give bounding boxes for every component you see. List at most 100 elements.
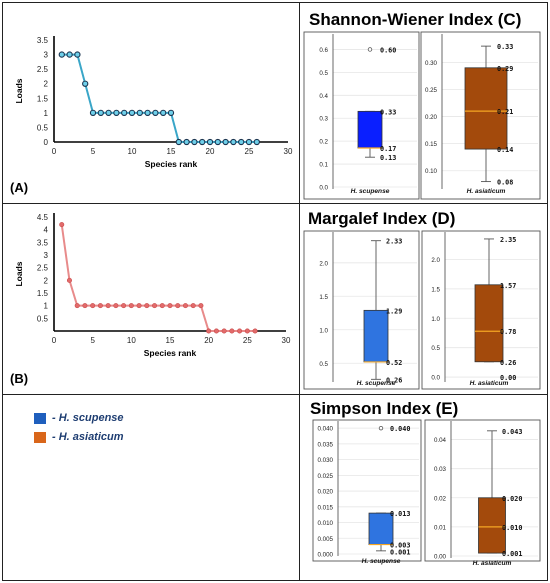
chart-C-hscupense-outlier xyxy=(367,47,373,52)
chart-A-x-tick-label: 30 xyxy=(284,147,293,156)
chart-B-point xyxy=(237,328,243,334)
chart-C-hscupense-value-label: 0.60 xyxy=(380,46,396,54)
chart-D-hasiaticum-box xyxy=(474,284,504,363)
chart-D-hscupense-y-tick-label: 1.0 xyxy=(319,327,328,334)
chart-B-x-tick-label: 10 xyxy=(127,336,136,345)
chart-D-hscupense-value-label: 0.52 xyxy=(386,359,402,367)
chart-B-y-axis-label: Loads xyxy=(14,261,24,286)
chart-E-hasiaticum-y-tick-label: 0.04 xyxy=(434,437,447,444)
chart-D-hscupense-y-tick-label: 2.0 xyxy=(319,260,328,267)
chart-B-point xyxy=(74,303,80,309)
legend-item-scupense: - H. scupense xyxy=(34,412,124,424)
chart-A-point xyxy=(206,138,214,146)
chart-E-hasiaticum-frame xyxy=(424,419,541,562)
chart-B-y-tick-label: 1 xyxy=(44,302,49,311)
chart-B-point xyxy=(128,303,134,309)
chart-C-hscupense-value-label: 0.17 xyxy=(380,145,396,153)
chart-C-hasiaticum-y-tick-label: 0.20 xyxy=(425,114,438,121)
chart-B-point xyxy=(229,328,235,334)
chart-A-point xyxy=(105,109,112,117)
chart-B-x-tick-label: 5 xyxy=(90,336,95,345)
chart-D-hscupense-frame xyxy=(303,230,420,390)
chart-D-hscupense-value-label: 2.33 xyxy=(386,238,402,246)
chart-B-point xyxy=(152,303,158,309)
chart-B-x-tick-label: 20 xyxy=(204,336,213,345)
chart-B-y-tick-label: 2.5 xyxy=(37,264,49,273)
chart-C-hscupense-y-tick-label: 0.1 xyxy=(319,162,328,169)
chart-B-y-tick-label: 4 xyxy=(44,226,49,235)
chart-E-hscupense-y-tick-label: 0.010 xyxy=(318,520,334,527)
chart-C-hscupense-frame xyxy=(303,31,420,200)
chart-C-hasiaticum-box xyxy=(464,67,508,150)
chart-D-hasiaticum-frame xyxy=(421,230,541,390)
frame-top xyxy=(2,2,548,3)
chart-B-point xyxy=(244,328,250,334)
chart-C-hasiaticum-y-tick-label: 0.10 xyxy=(425,168,438,175)
chart-D-hasiaticum-y-tick-label: 1.0 xyxy=(431,316,440,323)
chart-A-point xyxy=(222,138,229,146)
chart-E-hasiaticum-value-label: 0.001 xyxy=(502,550,522,558)
chart-A-point xyxy=(238,138,245,146)
chart-A-point xyxy=(82,80,89,87)
chart-B-point xyxy=(206,328,212,334)
chart-B-point xyxy=(144,303,150,309)
chart-E-hasiaticum-value-label: 0.020 xyxy=(502,495,522,503)
chart-A-x-tick-label: 20 xyxy=(206,147,215,156)
chart-D-hasiaticum-y-tick-label: 0.5 xyxy=(431,345,440,352)
chart-A-series-line xyxy=(61,53,257,143)
chart-B-x-tick-label: 30 xyxy=(282,336,291,345)
chart-C-hasiaticum-name-label: H. asiaticum xyxy=(467,188,506,195)
chart-B-y-tick-label: 3 xyxy=(44,251,49,260)
chart-E-hscupense-frame xyxy=(312,419,422,562)
chart-E-hscupense-y-tick-label: 0.000 xyxy=(318,552,334,559)
chart-A-point xyxy=(183,138,190,146)
chart-D-hasiaticum-value-label: 0.78 xyxy=(500,328,516,336)
chart-E-hasiaticum-value-label: 0.010 xyxy=(502,524,522,532)
chart-E-hscupense-y-tick-label: 0.030 xyxy=(318,457,334,464)
chart-B-y-tick-label: 1.5 xyxy=(37,289,49,298)
chart-E-hscupense-y-tick-label: 0.015 xyxy=(318,504,334,511)
chart-E-hscupense-y-tick-label: 0.040 xyxy=(318,426,334,433)
chart-B-point xyxy=(190,303,196,309)
chart-A-point xyxy=(230,138,237,146)
chart-E-hscupense-y-tick-label: 0.005 xyxy=(318,536,334,543)
chart-C-hscupense-y-tick-label: 0.5 xyxy=(319,70,328,77)
chart-B-y-tick-label: 4.5 xyxy=(37,213,49,222)
chart-B-point xyxy=(66,277,72,283)
chart-C-hscupense-box xyxy=(357,110,383,149)
chart-C-hasiaticum-value-label: 0.29 xyxy=(497,65,513,73)
chart-A-point xyxy=(167,109,175,117)
frame-divider-row2 xyxy=(2,394,548,395)
chart-A-y-tick-label: 1 xyxy=(44,109,49,118)
chart-B-point xyxy=(59,222,65,228)
chart-A-point xyxy=(113,109,120,117)
chart-E-hscupense-y-tick-label: 0.025 xyxy=(318,473,334,480)
chart-A-point xyxy=(74,51,81,58)
chart-A-y-axis-label: Loads xyxy=(14,78,24,103)
chart-A-point xyxy=(245,138,253,146)
chart-C-hasiaticum-value-label: 0.33 xyxy=(497,43,513,51)
chart-E-hscupense-name-label: H. scupense xyxy=(362,558,401,565)
frame-divider-vertical xyxy=(299,2,300,581)
chart-E-hscupense-value-label: 0.013 xyxy=(390,510,410,518)
chart-D-hscupense-value-label: 0.26 xyxy=(386,376,402,384)
chart-D-hasiaticum-value-label: 1.57 xyxy=(500,282,516,290)
chart-C-hscupense-value-label: 0.13 xyxy=(380,154,396,162)
chart-E-hasiaticum-name-label: H. asiaticum xyxy=(473,560,512,567)
chart-A-point xyxy=(191,138,198,146)
chart-E-hasiaticum-y-tick-label: 0.01 xyxy=(434,524,447,531)
chart-A-y-tick-label: 0.5 xyxy=(37,123,49,132)
chart-C-hscupense-y-tick-label: 0.3 xyxy=(319,116,328,123)
legend-item-asiaticum: - H. asiaticum xyxy=(34,431,124,443)
chart-D-hasiaticum-y-tick-label: 0.0 xyxy=(431,375,440,382)
chart-C-hasiaticum-y-tick-label: 0.15 xyxy=(425,141,438,148)
chart-D-hasiaticum-value-label: 0.00 xyxy=(500,374,516,382)
chart-B-x-tick-label: 25 xyxy=(243,336,252,345)
panel-c-title: Shannon-Wiener Index (C) xyxy=(309,10,522,29)
chart-C-hasiaticum-y-tick-label: 0.25 xyxy=(425,87,438,94)
frame-divider-row1 xyxy=(2,203,548,204)
chart-D-hscupense-name-label: H. scupense xyxy=(357,380,396,387)
chart-C-hasiaticum-value-label: 0.14 xyxy=(497,146,513,154)
chart-D-hscupense-value-label: 1.29 xyxy=(386,307,402,315)
legend-label-scupense: - H. scupense xyxy=(52,412,124,424)
